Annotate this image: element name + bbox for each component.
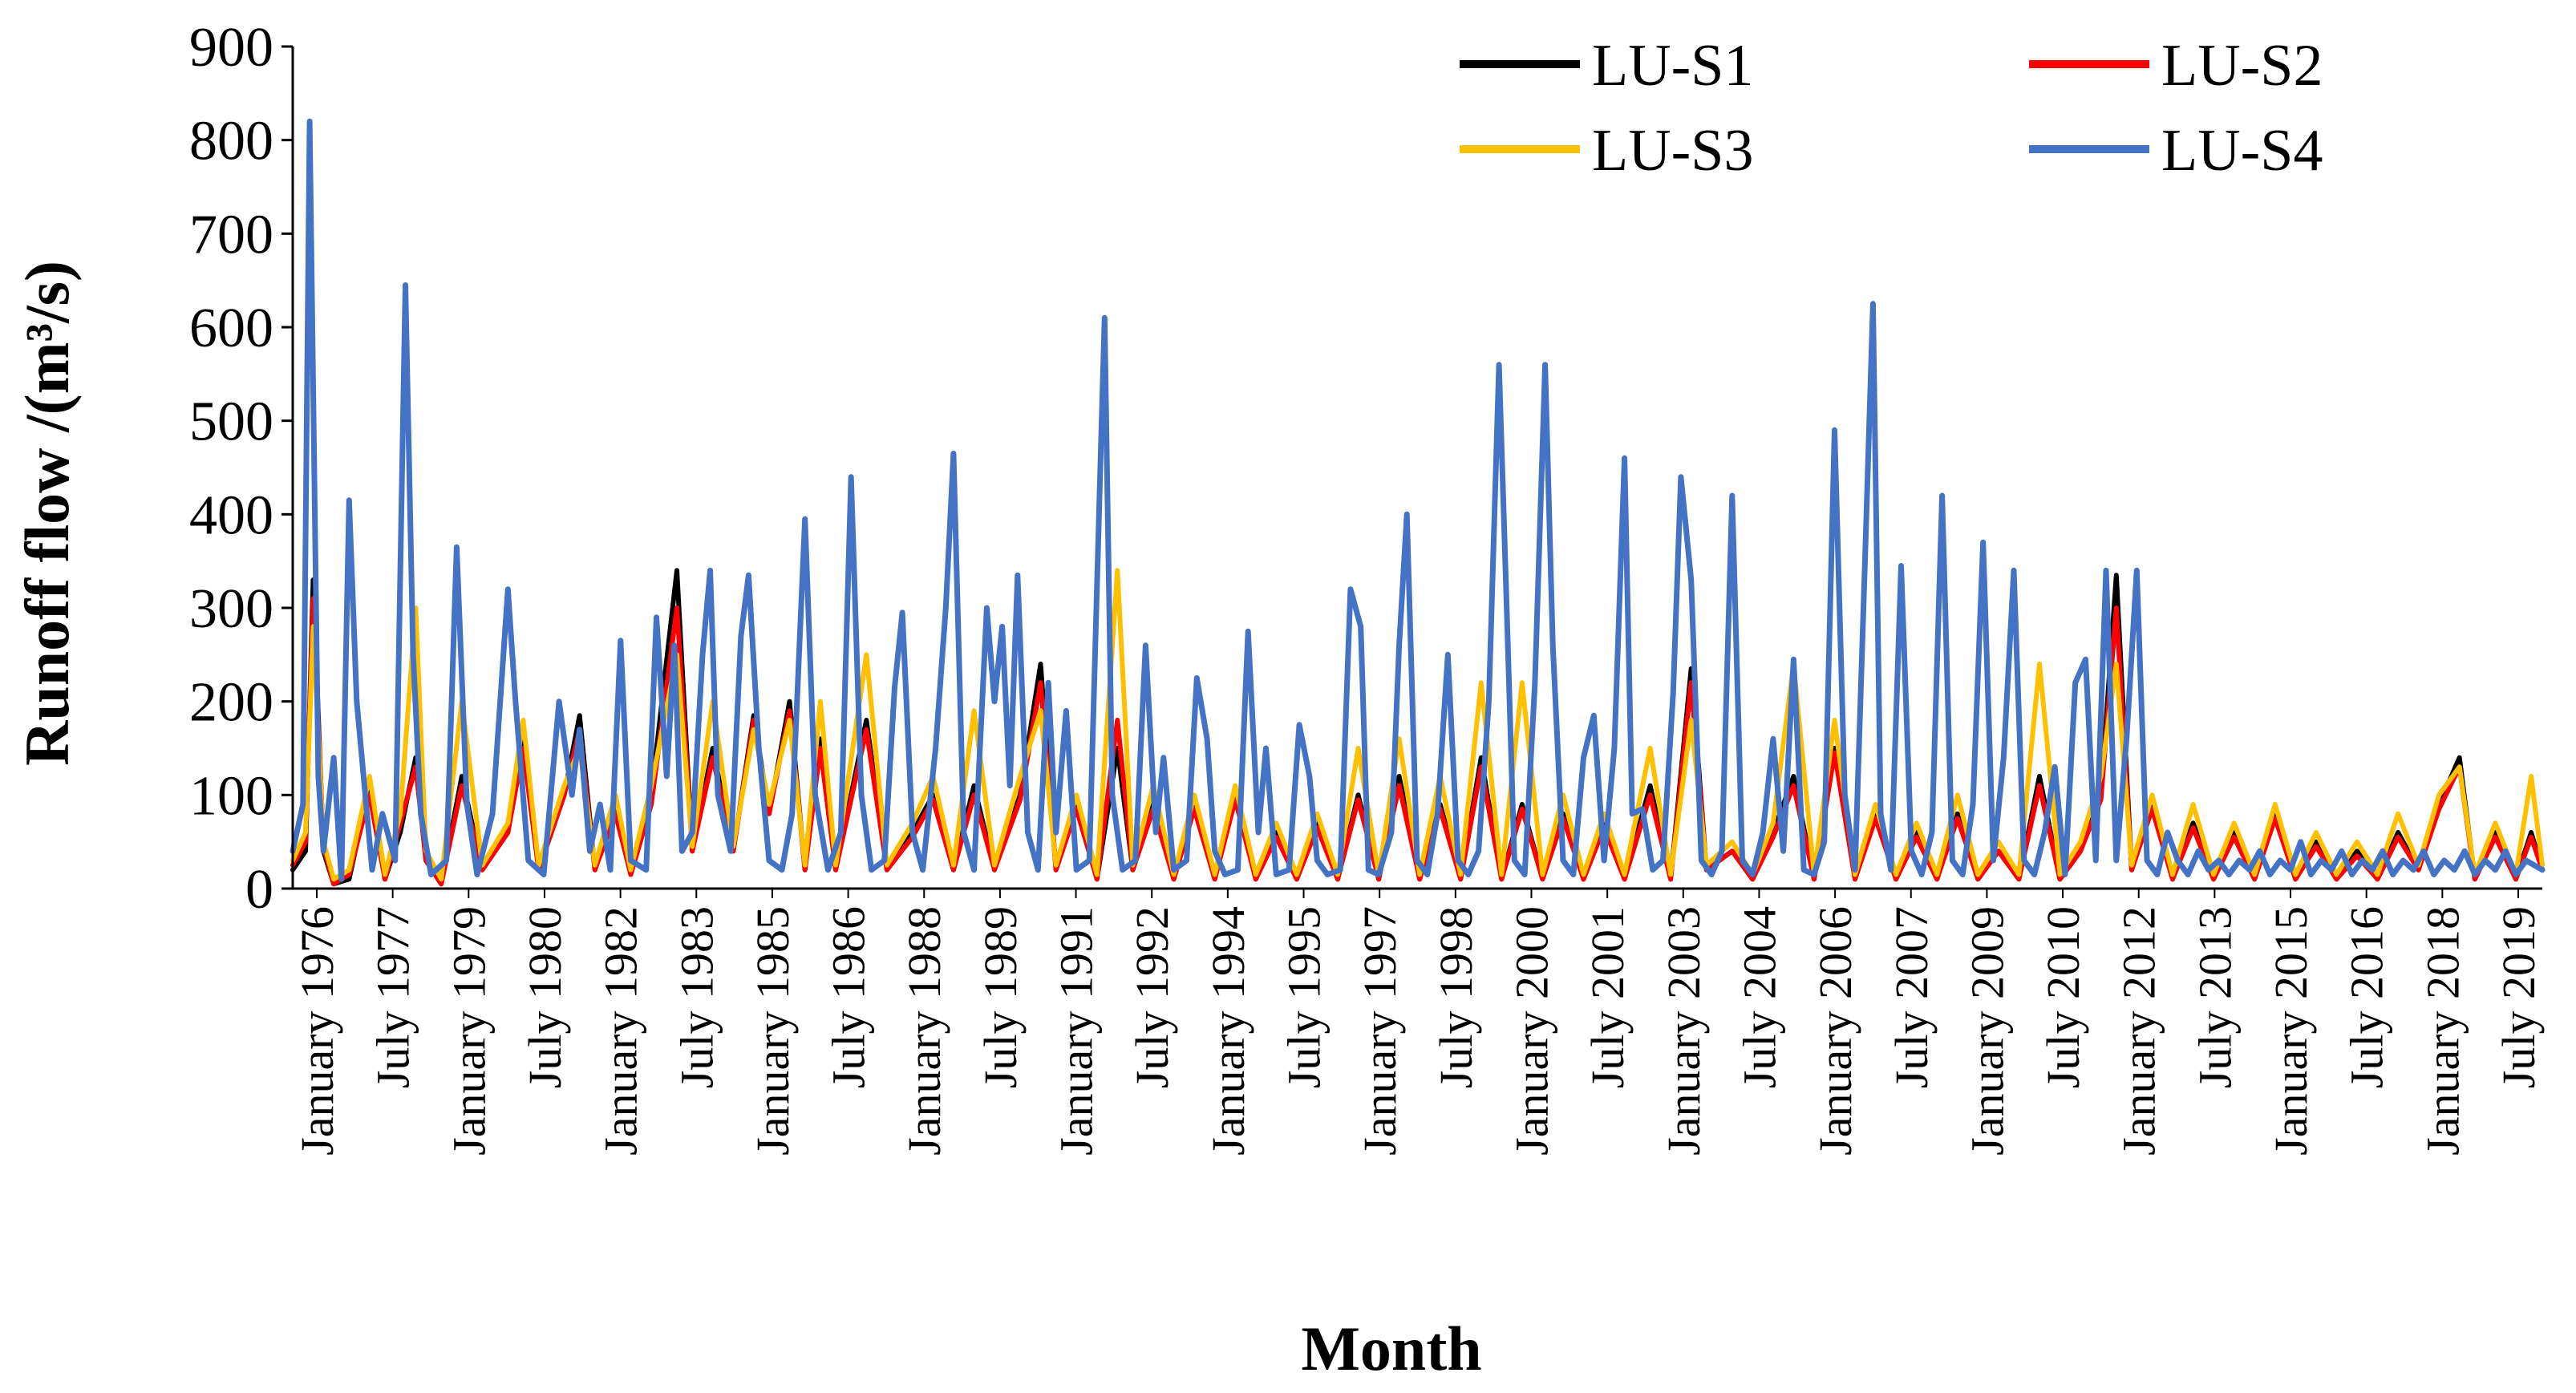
x-tick-label: July 2004 (1733, 906, 1785, 1088)
y-tick-label: 100 (189, 765, 273, 827)
x-tick-label: January 2018 (2416, 906, 2469, 1156)
x-tick-label: July 1989 (974, 906, 1027, 1088)
x-tick-label: January 2009 (1961, 906, 2013, 1156)
x-tick-label: January 1997 (1354, 906, 1406, 1156)
x-tick-label: July 2001 (1582, 906, 1634, 1088)
legend-label-lu-s1: LU-S1 (1592, 33, 1753, 99)
x-tick-label: January 1988 (898, 906, 950, 1156)
x-tick-label: July 1992 (1126, 906, 1178, 1088)
x-tick-label: July 1998 (1430, 906, 1482, 1088)
y-tick-label: 700 (189, 204, 273, 265)
y-tick-label: 500 (189, 391, 273, 453)
y-tick-label: 200 (189, 672, 273, 734)
x-tick-label: January 2015 (2265, 906, 2317, 1156)
x-tick-label: January 2006 (1809, 906, 1861, 1156)
y-axis-title: Runoff flow /(m³/s) (12, 261, 82, 766)
x-tick-label: July 2019 (2493, 906, 2545, 1088)
y-tick-label: 0 (245, 859, 273, 921)
y-tick-label: 300 (189, 578, 273, 640)
x-tick-label: January 2012 (2113, 906, 2165, 1156)
x-tick-label: July 2013 (2189, 906, 2241, 1088)
legend: LU-S1 LU-S2 LU-S3 LU-S4 (1460, 33, 2323, 184)
x-tick-label: July 1977 (367, 906, 419, 1088)
axes: 0 100 200 300 400 500 600 700 800 900 January 1976… (189, 17, 2545, 1156)
y-tick-label: 400 (189, 484, 273, 546)
series-line-lu-s4 (290, 118, 2546, 882)
x-axis-title: Month (1301, 1314, 1481, 1383)
x-tick-label: January 1994 (1202, 906, 1254, 1156)
x-tick-label: January 2003 (1658, 906, 1710, 1156)
x-tick-label: July 1986 (823, 906, 875, 1088)
series-group (290, 118, 2546, 887)
y-tick-label: 800 (189, 111, 273, 172)
x-tick-label: July 1983 (670, 906, 723, 1088)
x-tick-label: January 1982 (595, 906, 647, 1156)
legend-label-lu-s3: LU-S3 (1592, 118, 1753, 184)
x-tick-label: January 1991 (1051, 906, 1103, 1156)
x-tick-label: January 1976 (291, 906, 343, 1156)
x-tick-label: January 1985 (747, 906, 799, 1156)
x-tick-label: July 2007 (1885, 906, 1938, 1088)
y-tick-label: 900 (189, 17, 273, 79)
y-tick-label: 600 (189, 298, 273, 359)
x-tick-label: July 1995 (1278, 906, 1331, 1088)
x-tick-label: July 1980 (519, 906, 571, 1088)
legend-label-lu-s4: LU-S4 (2161, 118, 2323, 184)
x-tick-label: January 1979 (443, 906, 495, 1156)
x-tick-label: July 2010 (2037, 906, 2089, 1088)
legend-label-lu-s2: LU-S2 (2161, 33, 2323, 99)
x-tick-label: July 2016 (2341, 906, 2393, 1088)
x-tick-label: January 2000 (1505, 906, 1557, 1156)
